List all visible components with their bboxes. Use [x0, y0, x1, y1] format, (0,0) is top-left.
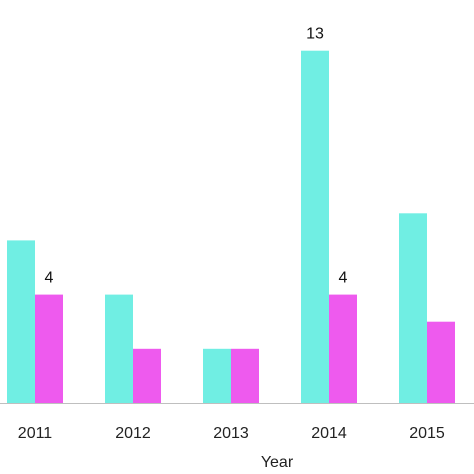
bar-2012-series-2 — [133, 348, 161, 403]
data-labels-group: 4 13 4 — [45, 26, 348, 287]
x-tick-label-2015: 2015 — [409, 425, 445, 442]
x-tick-label-2012: 2012 — [115, 425, 151, 442]
bar-2015-series-2 — [427, 321, 455, 403]
data-label-2014-series-2: 4 — [339, 270, 348, 287]
bar-2013-series-1 — [203, 348, 231, 403]
bar-2015-series-1 — [399, 213, 427, 403]
bar-2011-series-1 — [7, 240, 35, 403]
x-tick-label-2014: 2014 — [311, 425, 347, 442]
bar-2013-series-2 — [231, 348, 259, 403]
data-label-2014-series-1: 13 — [306, 26, 324, 43]
x-tick-label-2011: 2011 — [18, 425, 53, 442]
x-axis-label: Year — [261, 454, 294, 471]
bar-2011-series-2 — [35, 294, 63, 403]
x-tick-labels: 2011 2012 2013 2014 2015 — [18, 425, 445, 442]
bar-2014-series-2 — [329, 294, 357, 403]
bar-2014-series-1 — [301, 50, 329, 403]
data-label-2011-series-2: 4 — [45, 270, 54, 287]
bar-2012-series-1 — [105, 294, 133, 403]
bars-group — [7, 50, 455, 403]
x-tick-label-2013: 2013 — [213, 425, 249, 442]
